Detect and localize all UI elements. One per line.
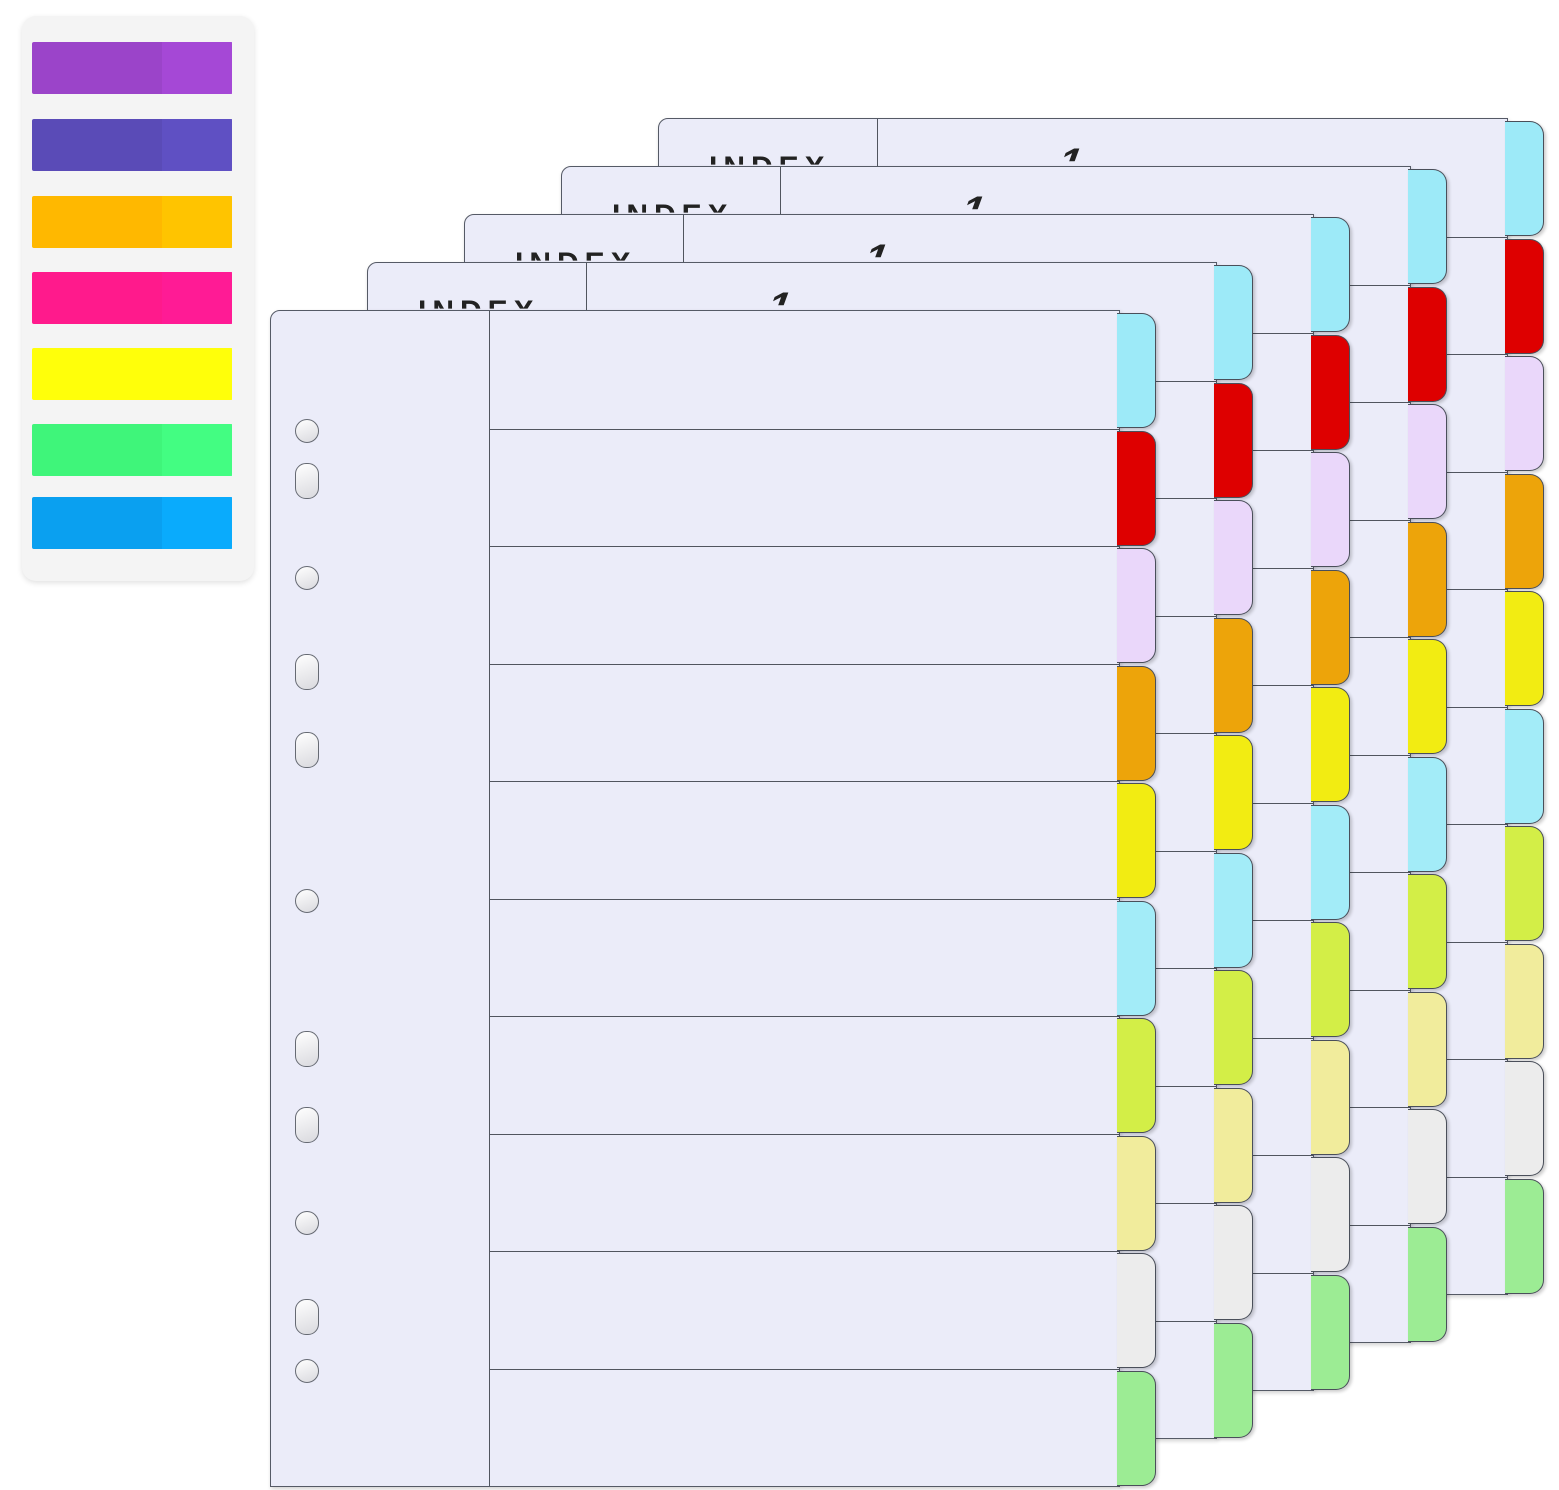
- tab-green[interactable]: [1408, 1226, 1447, 1342]
- punch-hole: [295, 566, 319, 590]
- tab-orange[interactable]: [1408, 521, 1447, 637]
- punch-hole: [295, 732, 319, 768]
- tab-orange[interactable]: [1311, 569, 1350, 685]
- sheet-spine-line: [489, 311, 490, 1486]
- tab-light-gray[interactable]: [1311, 1157, 1350, 1272]
- tab-pale-yellow[interactable]: [1214, 1087, 1253, 1203]
- tab-sky-blue[interactable]: [1214, 265, 1253, 380]
- row-divider-line: [490, 898, 1119, 900]
- tab-column: [1117, 311, 1159, 1486]
- tab-light-blue[interactable]: [1214, 852, 1253, 968]
- tab-pale-yellow[interactable]: [1408, 991, 1447, 1107]
- index-label: INDEX: [612, 199, 734, 213]
- tab-lavender[interactable]: [1505, 356, 1544, 471]
- tab-red[interactable]: [1117, 430, 1156, 546]
- sticky-flag-pink: [32, 272, 232, 324]
- sticky-flag-yellow: [32, 348, 232, 400]
- tab-yellow[interactable]: [1408, 639, 1447, 754]
- tab-pale-yellow[interactable]: [1311, 1039, 1350, 1155]
- tab-green[interactable]: [1505, 1178, 1544, 1294]
- flag-adhesive-segment: [162, 348, 232, 400]
- flag-adhesive-segment: [162, 42, 232, 94]
- punch-hole: [295, 463, 319, 499]
- punch-hole: [295, 1299, 319, 1335]
- tab-green[interactable]: [1311, 1274, 1350, 1390]
- tab-red[interactable]: [1311, 334, 1350, 450]
- tab-lime[interactable]: [1311, 922, 1350, 1037]
- tab-yellow[interactable]: [1505, 591, 1544, 706]
- tab-green[interactable]: [1214, 1322, 1253, 1438]
- sticky-flag-orange: [32, 196, 232, 248]
- tab-lavender[interactable]: [1311, 452, 1350, 567]
- tab-lime[interactable]: [1505, 826, 1544, 941]
- flag-adhesive-segment: [162, 119, 232, 171]
- tab-column: [1214, 263, 1256, 1438]
- tab-sky-blue[interactable]: [1408, 169, 1447, 284]
- row-divider-line: [490, 1016, 1119, 1017]
- tab-light-gray[interactable]: [1505, 1061, 1544, 1176]
- flag-adhesive-segment: [162, 424, 232, 476]
- tab-light-gray[interactable]: [1117, 1253, 1156, 1368]
- tab-lime[interactable]: [1408, 874, 1447, 989]
- punch-hole: [295, 419, 319, 443]
- punch-hole: [295, 1359, 319, 1383]
- tab-yellow[interactable]: [1311, 687, 1350, 802]
- flag-adhesive-segment: [162, 272, 232, 324]
- sticky-flag-pack: [22, 16, 254, 581]
- tab-light-blue[interactable]: [1117, 900, 1156, 1016]
- sticky-flag-green: [32, 424, 232, 476]
- tab-red[interactable]: [1505, 238, 1544, 354]
- tab-lavender[interactable]: [1214, 500, 1253, 615]
- tab-sky-blue[interactable]: [1505, 121, 1544, 236]
- tab-lime[interactable]: [1214, 970, 1253, 1085]
- tab-lavender[interactable]: [1408, 404, 1447, 519]
- tab-lime[interactable]: [1117, 1018, 1156, 1133]
- tab-light-gray[interactable]: [1408, 1109, 1447, 1224]
- index-label: INDEX: [709, 151, 831, 165]
- index-label: INDEX: [515, 247, 637, 261]
- tab-light-blue[interactable]: [1505, 708, 1544, 824]
- row-divider-line: [490, 663, 1119, 665]
- punch-hole: [295, 1031, 319, 1067]
- tab-orange[interactable]: [1505, 473, 1544, 589]
- tab-sky-blue[interactable]: [1117, 313, 1156, 428]
- row-divider-line: [490, 781, 1119, 782]
- sticky-flag-purple: [32, 42, 232, 94]
- row-divider-line: [490, 1251, 1119, 1252]
- punch-hole: [295, 1211, 319, 1235]
- tab-column: [1505, 119, 1547, 1294]
- flag-adhesive-segment: [162, 196, 232, 248]
- sticky-flag-indigo: [32, 119, 232, 171]
- tab-yellow[interactable]: [1214, 735, 1253, 850]
- tab-red[interactable]: [1408, 286, 1447, 402]
- tab-red[interactable]: [1214, 382, 1253, 498]
- flag-adhesive-segment: [162, 497, 232, 549]
- tab-pale-yellow[interactable]: [1505, 943, 1544, 1059]
- row-divider-line: [490, 546, 1119, 547]
- index-label: INDEX: [418, 295, 540, 309]
- tab-orange[interactable]: [1214, 617, 1253, 733]
- row-divider-line: [490, 428, 1119, 430]
- tab-pale-yellow[interactable]: [1117, 1135, 1156, 1251]
- tab-light-gray[interactable]: [1214, 1205, 1253, 1320]
- row-divider-line: [490, 1133, 1119, 1135]
- tab-orange[interactable]: [1117, 665, 1156, 781]
- punch-hole: [295, 889, 319, 913]
- tab-yellow[interactable]: [1117, 783, 1156, 898]
- sticky-flag-blue: [32, 497, 232, 549]
- tab-light-blue[interactable]: [1311, 804, 1350, 920]
- divider-sheet-1: [270, 310, 1156, 1487]
- tab-column: [1408, 167, 1450, 1342]
- tab-column: [1311, 215, 1353, 1390]
- tab-light-blue[interactable]: [1408, 756, 1447, 872]
- tab-green[interactable]: [1117, 1370, 1156, 1486]
- punch-hole: [295, 654, 319, 690]
- punch-hole: [295, 1107, 319, 1143]
- tab-lavender[interactable]: [1117, 548, 1156, 663]
- tab-sky-blue[interactable]: [1311, 217, 1350, 332]
- row-divider-line: [490, 1368, 1119, 1370]
